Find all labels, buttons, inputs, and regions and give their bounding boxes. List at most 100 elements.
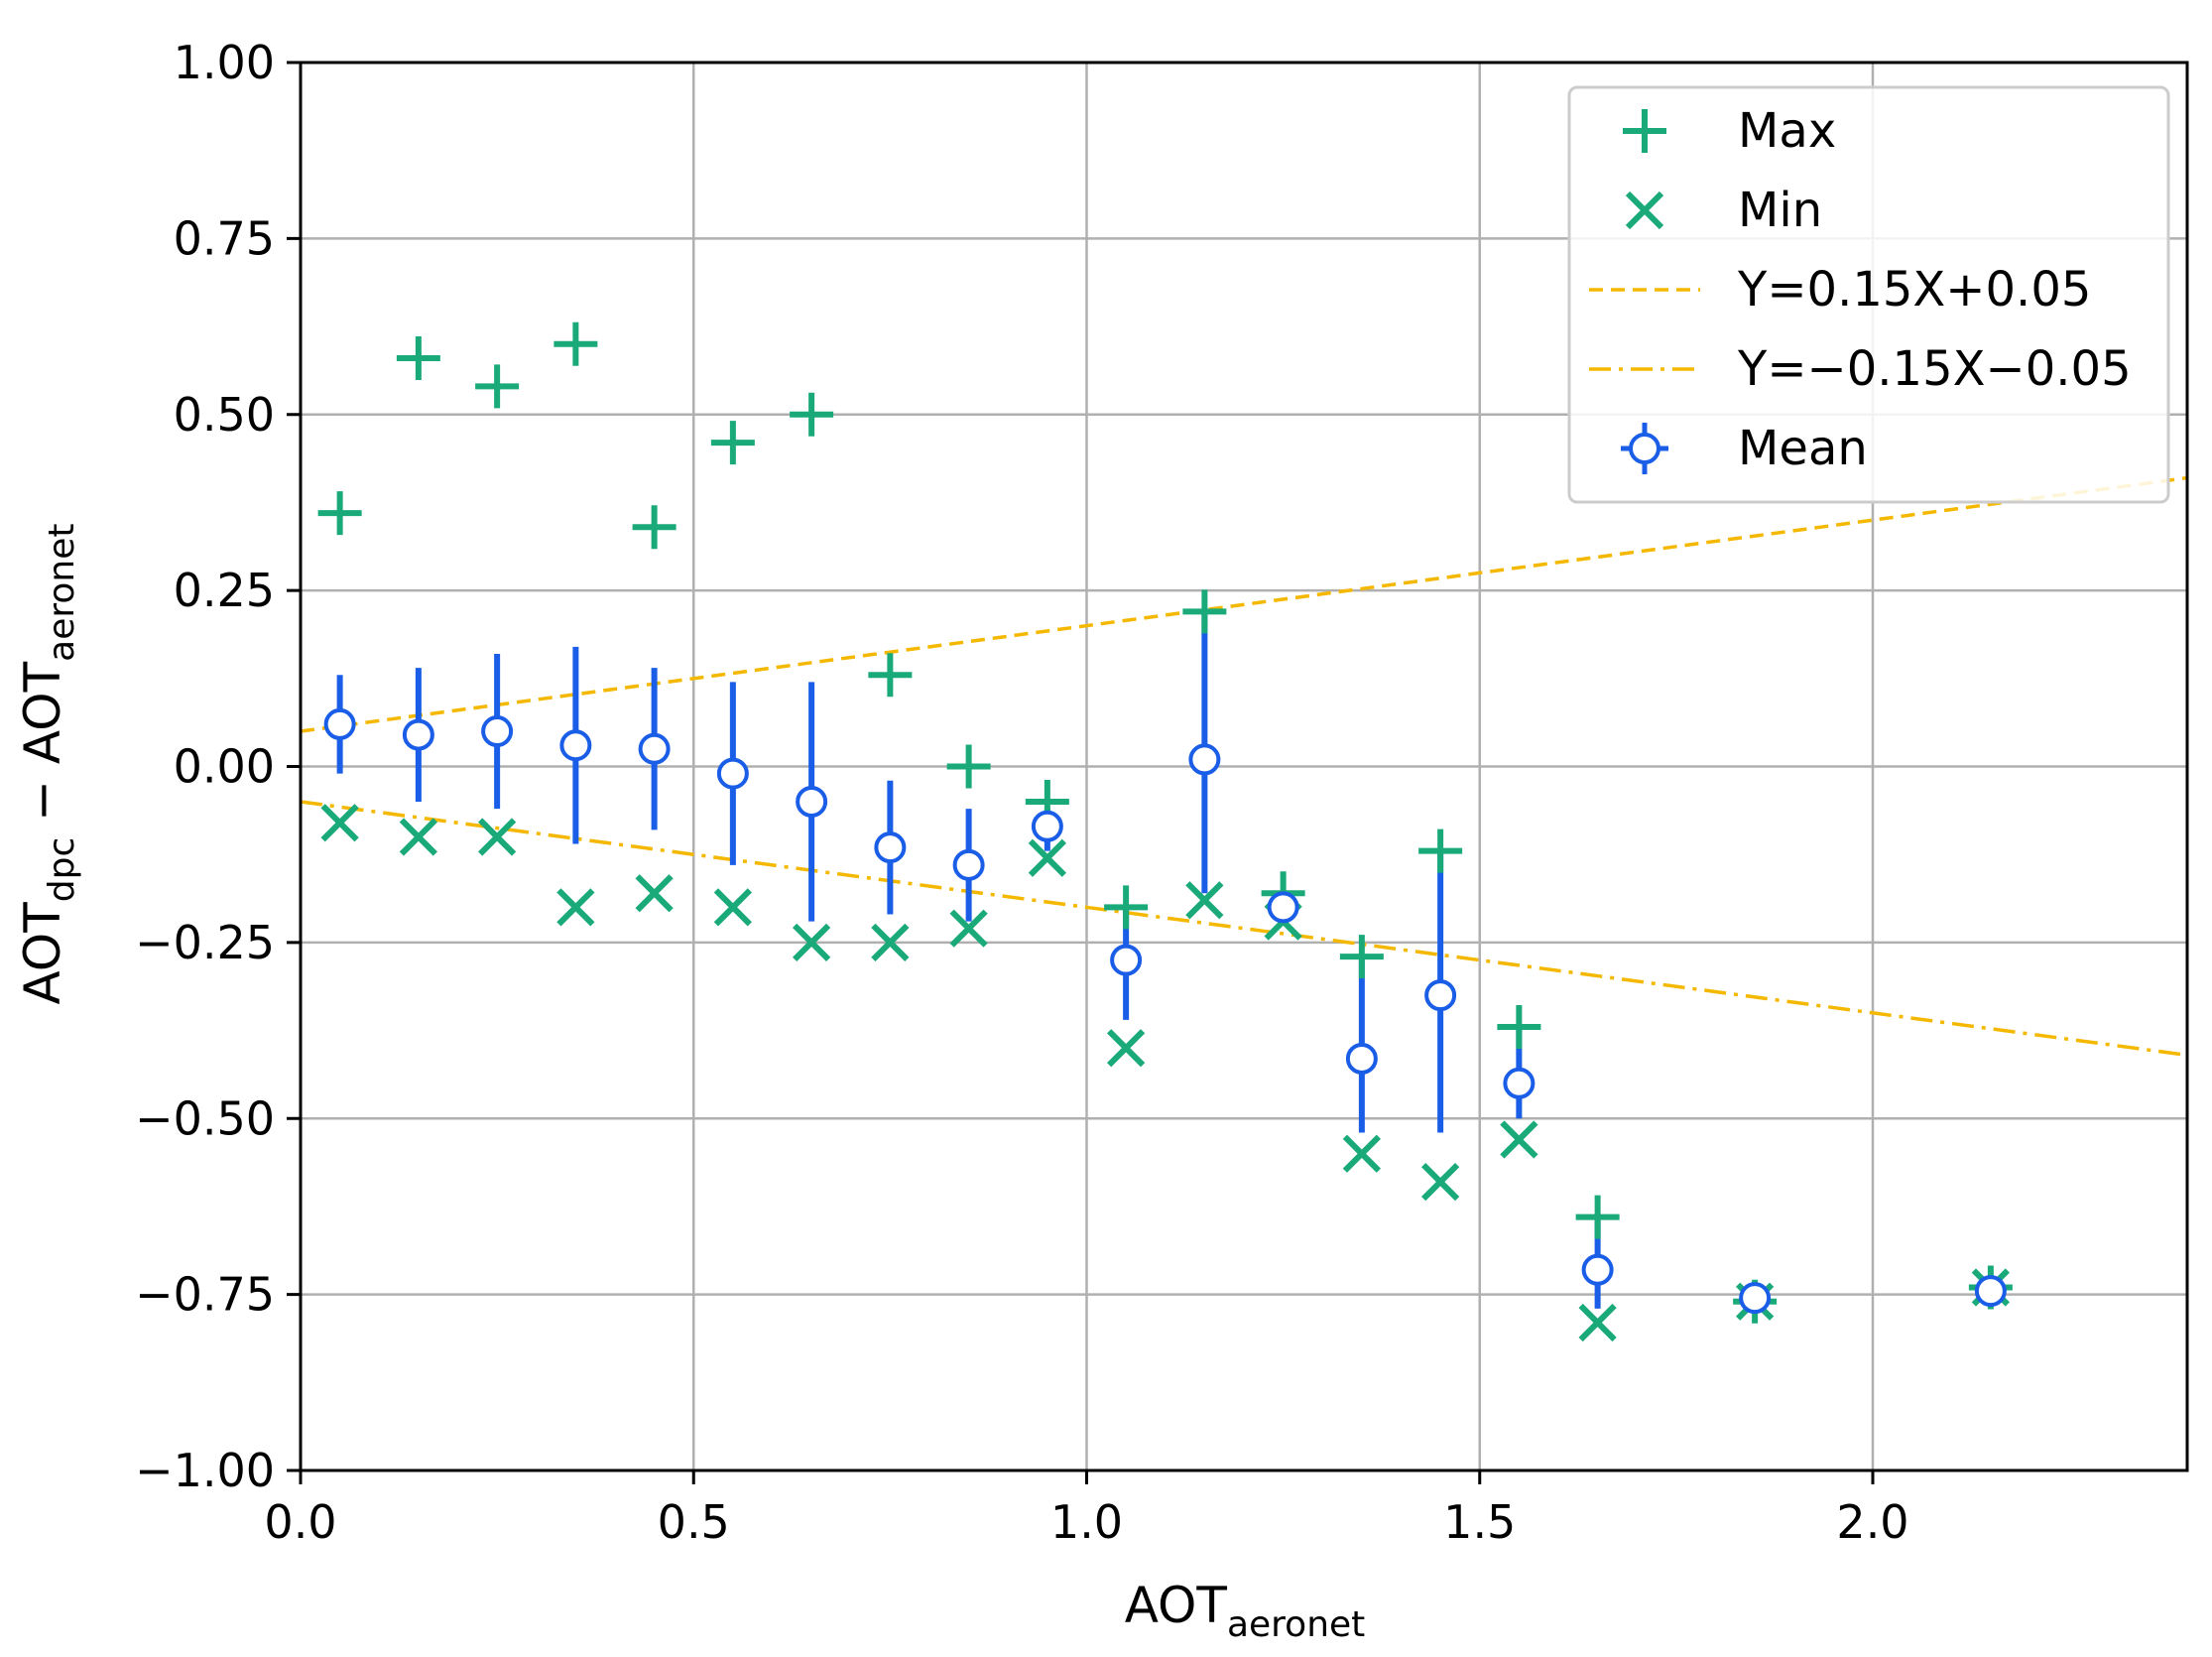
mean-point	[1031, 810, 1063, 842]
max-point	[710, 421, 755, 465]
x-marker-stroke-b	[1625, 191, 1664, 230]
mean-point	[559, 729, 592, 762]
min-point	[478, 818, 517, 856]
x-axis-label-main: AOT	[1125, 1577, 1228, 1634]
data-markers	[317, 321, 2013, 1342]
x-tick-label: 1.5	[1443, 1495, 1516, 1549]
min-point	[1500, 1120, 1538, 1159]
x-marker-stroke-b	[478, 818, 517, 856]
x-tick-label: 0.0	[264, 1495, 336, 1549]
mean-point	[716, 757, 749, 790]
y-axis-label-op: −	[14, 764, 71, 837]
upper-reference-line	[300, 475, 2188, 733]
mean-point	[796, 785, 828, 818]
min-point	[1028, 838, 1066, 877]
min-point	[713, 888, 752, 927]
y-tick-label: 0.50	[174, 388, 275, 442]
legend-label-lower-line: Y=−0.15X−0.05	[1737, 341, 2132, 397]
x-axis-label-subscript: aeronet	[1227, 1604, 1365, 1645]
mean-point	[1581, 1253, 1614, 1286]
x-marker-stroke-b	[320, 804, 359, 842]
min-point	[1421, 1162, 1460, 1202]
x-tick-label: 1.0	[1050, 1495, 1123, 1549]
x-marker-stroke-b	[1342, 1134, 1381, 1173]
max-point	[1182, 589, 1227, 634]
min-point	[556, 888, 595, 927]
mean-point	[1503, 1067, 1536, 1099]
mean-point	[402, 718, 434, 751]
legend-label-mean: Mean	[1738, 421, 1868, 476]
min-point	[320, 804, 359, 842]
x-marker-stroke-b	[1578, 1303, 1617, 1342]
x-marker-stroke-b	[1185, 881, 1224, 920]
x-marker-stroke-b	[635, 874, 674, 913]
legend-swatch-min	[1625, 191, 1664, 230]
legend-label-upper-line: Y=0.15X+0.05	[1737, 262, 2091, 318]
max-point	[632, 505, 676, 550]
min-point	[1185, 881, 1224, 920]
max-point	[790, 392, 834, 437]
y-tick-label: −0.50	[135, 1091, 275, 1145]
mean-point	[952, 848, 985, 881]
x-marker-stroke-b	[399, 818, 437, 856]
min-point	[1578, 1303, 1617, 1342]
x-marker-stroke-b	[556, 888, 595, 927]
max-point	[946, 744, 991, 789]
mean-point	[481, 715, 514, 748]
x-marker-stroke-b	[713, 888, 752, 927]
y-tick-label: −0.25	[135, 916, 275, 969]
max-point	[317, 491, 362, 536]
mean-point	[1110, 944, 1143, 976]
x-marker-stroke-b	[1028, 838, 1066, 877]
max-point	[1104, 885, 1149, 930]
legend-swatch-max	[1623, 109, 1666, 153]
max-point	[396, 335, 440, 380]
x-marker-stroke-b	[871, 923, 910, 961]
min-point	[949, 909, 988, 948]
y-tick-label: 0.25	[174, 564, 275, 617]
mean-point	[1424, 979, 1457, 1012]
min-point	[399, 818, 437, 856]
y-axis-label: AOTdpc − AOTaeronet	[14, 524, 82, 1005]
y-tick-label: −0.75	[135, 1268, 275, 1322]
mean-point	[1974, 1275, 2007, 1308]
y-tick-label: 0.00	[174, 740, 275, 794]
reference-lines	[300, 475, 2188, 1058]
y-tick-label: 0.75	[174, 211, 275, 265]
x-marker-stroke-b	[949, 909, 988, 948]
mean-point	[1345, 1042, 1378, 1075]
x-marker-stroke-b	[793, 923, 831, 961]
max-point	[475, 364, 520, 409]
min-point	[793, 923, 831, 961]
mean-point	[1188, 743, 1221, 776]
legend-swatches	[1589, 109, 1700, 474]
y-axis-label-sub1: dpc	[42, 837, 82, 903]
max-point	[1575, 1195, 1620, 1239]
legend-label-max: Max	[1738, 103, 1836, 159]
axis-ticks: 0.0 0.5 1.0 1.5 2.0 1.00 0.75 0.50 0.25 0.00 −0.25…	[135, 36, 1909, 1549]
min-point	[635, 874, 674, 913]
min-point	[871, 923, 910, 961]
mean-point	[874, 831, 907, 864]
lower-reference-line	[300, 800, 2188, 1058]
max-point	[1418, 828, 1463, 873]
min-point	[1342, 1134, 1381, 1173]
min-point	[1107, 1029, 1146, 1068]
legend-label-min: Min	[1738, 183, 1822, 238]
x-tick-label: 0.5	[658, 1495, 730, 1549]
max-point	[1339, 935, 1384, 979]
y-tick-label: 1.00	[174, 36, 275, 89]
x-tick-label: 2.0	[1836, 1495, 1908, 1549]
x-marker-stroke-b	[1500, 1120, 1538, 1159]
mean-point	[1267, 891, 1299, 924]
legend: Max Min Y=0.15X+0.05 Y=−0.15X−0.05 Mean	[1567, 85, 2170, 504]
x-marker-stroke-b	[1107, 1029, 1146, 1068]
y-tick-label: −1.00	[135, 1444, 275, 1497]
legend-box	[1567, 85, 2170, 504]
x-marker-stroke-b	[1421, 1162, 1460, 1202]
max-point	[1497, 1005, 1541, 1050]
y-axis-label-main2: AOT	[14, 661, 71, 764]
mean-point	[323, 707, 356, 740]
y-axis-label-sub2: aeronet	[42, 524, 82, 662]
